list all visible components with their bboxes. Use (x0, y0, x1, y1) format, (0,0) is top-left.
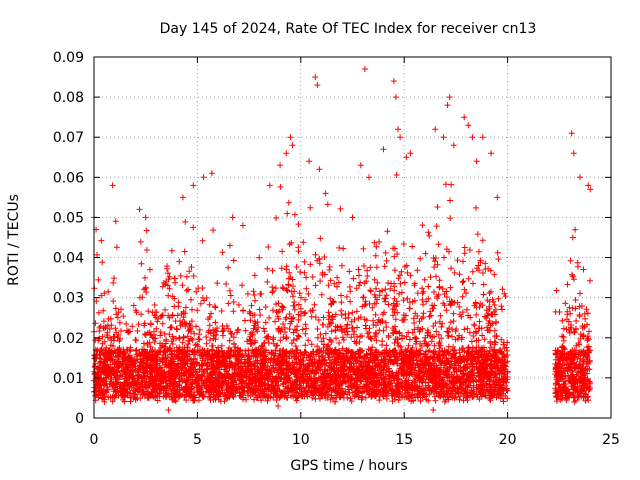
y-tick-label: 0.07 (53, 130, 84, 146)
y-tick-label: 0.04 (53, 251, 84, 267)
x-tick-label: 10 (292, 432, 310, 448)
y-axis-label: ROTI / TECUs (6, 194, 22, 286)
x-tick-label: 25 (602, 432, 620, 448)
x-tick-label: 0 (90, 432, 99, 448)
y-tick-label: 0.09 (53, 50, 84, 66)
y-tick-label: 0 (75, 411, 84, 427)
y-tick-label: 0.08 (53, 90, 84, 106)
x-tick-label: 20 (499, 432, 517, 448)
y-tick-label: 0.01 (53, 371, 84, 387)
y-tick-label: 0.02 (53, 331, 84, 347)
x-axis-label: GPS time / hours (290, 458, 407, 474)
y-tick-label: 0.03 (53, 291, 84, 307)
axis-ticks: 0 5 10 15 20 25 0 0.01 0.02 0.03 0.04 0.05 0.06 0.07 0… (53, 50, 620, 448)
y-tick-label: 0.06 (53, 170, 84, 186)
y-tick-label: 0.05 (53, 210, 84, 226)
x-tick-label: 5 (193, 432, 202, 448)
plot-frame (93, 56, 612, 419)
x-tick-label: 15 (395, 432, 413, 448)
chart-title: Day 145 of 2024, Rate Of TEC Index for r… (160, 21, 537, 37)
data-points (91, 66, 594, 413)
roti-scatter-series (91, 66, 594, 413)
